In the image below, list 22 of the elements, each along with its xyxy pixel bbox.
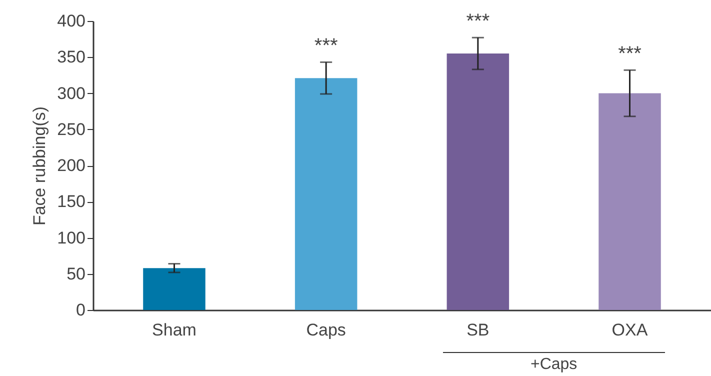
x-tick-label: SB [466,320,490,340]
bar [446,54,510,310]
annotation: *** [618,43,642,66]
annotation: *** [314,35,338,58]
y-tick-label: 250 [57,120,86,139]
annotation: *** [466,10,490,33]
bar [598,93,661,310]
y-tick-label: 350 [57,48,86,67]
y-tick-label: 300 [57,84,86,103]
y-tick-label: 400 [57,12,86,30]
y-tick-label: 0 [76,300,86,320]
y-tick-label: 50 [66,264,86,284]
x-tick-label: Caps [306,320,346,340]
bar [294,78,358,310]
text: +Caps [530,356,578,374]
y-axis-title: Face rubbing(s) [30,106,50,226]
y-tick-label: 200 [57,156,86,175]
x-tick-label: Sham [152,320,196,340]
x-tick-label: OXA [612,320,648,340]
y-tick-label: 150 [57,192,86,212]
bar [143,268,206,310]
y-tick-label: 100 [57,228,86,248]
